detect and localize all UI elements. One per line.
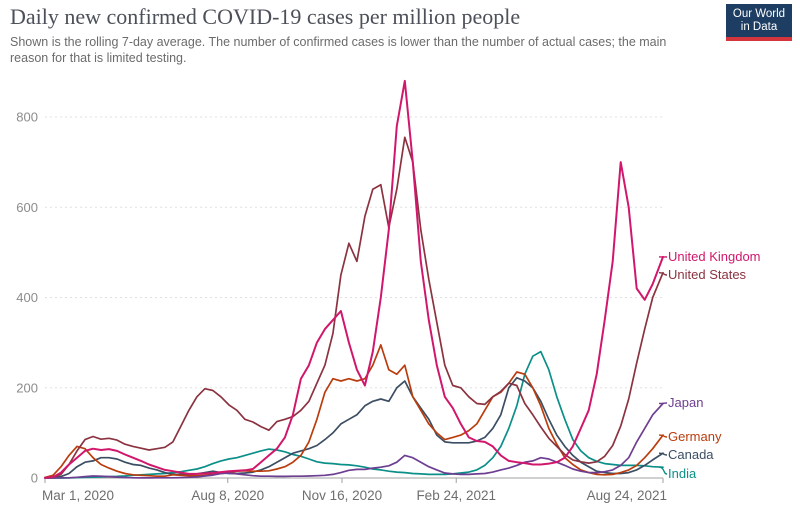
owid-logo[interactable]: Our World in Data xyxy=(726,4,792,41)
y-axis-tick-label: 600 xyxy=(16,200,38,215)
y-axis-tick-label: 0 xyxy=(31,471,38,486)
series-line-india[interactable] xyxy=(44,350,664,479)
legend-item-india[interactable]: India xyxy=(668,466,697,481)
legend-connector xyxy=(658,272,668,276)
y-axis-tick-label: 800 xyxy=(16,110,38,125)
legend-connector xyxy=(658,466,668,475)
series-line-canada[interactable] xyxy=(44,376,664,479)
series-line-germany[interactable] xyxy=(44,344,664,479)
x-axis-tick-label: Feb 24, 2021 xyxy=(416,488,496,503)
legend-connector xyxy=(658,402,668,405)
legend-item-united-kingdom[interactable]: United Kingdom xyxy=(668,249,761,264)
x-axis-tick-label: Aug 24, 2021 xyxy=(587,488,667,503)
x-axis-tick-label: Aug 8, 2020 xyxy=(191,488,264,503)
legend-connector xyxy=(658,452,668,456)
x-axis-tick-label: Nov 16, 2020 xyxy=(302,488,382,503)
series-line-japan[interactable] xyxy=(44,402,664,479)
owid-logo-line1: Our World xyxy=(732,8,786,20)
legend-item-germany[interactable]: Germany xyxy=(668,429,722,444)
legend-item-japan[interactable]: Japan xyxy=(668,395,704,410)
y-axis-tick-label: 400 xyxy=(16,290,38,305)
legend-connector xyxy=(658,434,668,438)
chart-subtitle: Shown is the rolling 7-day average. The … xyxy=(10,35,667,65)
series-line-united-states[interactable] xyxy=(44,136,664,479)
legend-item-canada[interactable]: Canada xyxy=(668,447,714,462)
owid-logo-line2: in Data xyxy=(740,21,778,33)
series-line-united-kingdom[interactable] xyxy=(44,79,664,479)
x-axis-tick-label: Mar 1, 2020 xyxy=(42,488,114,503)
y-axis-tick-label: 200 xyxy=(16,380,38,395)
chart-header: Daily new confirmed COVID-19 cases per m… xyxy=(10,4,715,66)
chart-title: Daily new confirmed COVID-19 cases per m… xyxy=(10,4,521,29)
legend-item-united-states[interactable]: United States xyxy=(668,267,747,282)
